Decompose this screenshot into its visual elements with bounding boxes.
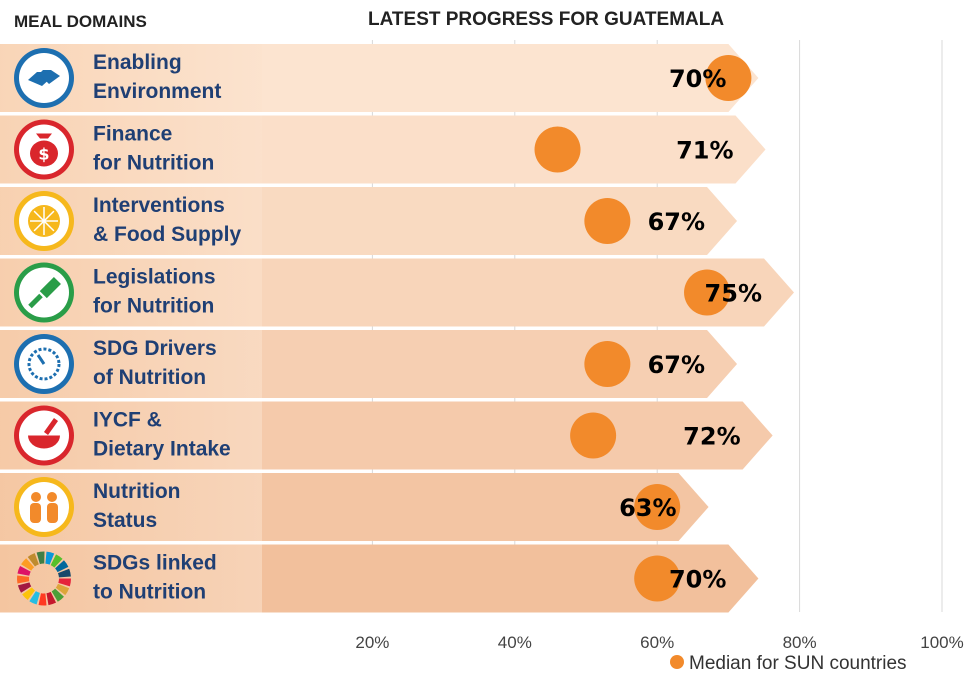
- median-marker: [584, 198, 631, 244]
- pestle: [43, 418, 59, 435]
- value-label: 67%: [648, 208, 705, 236]
- citrus-segment: [33, 210, 45, 222]
- sdg-wheel-segment: [29, 591, 40, 605]
- category-label: Nutrition: [93, 480, 180, 503]
- person-head: [47, 492, 57, 502]
- person-body: [30, 503, 41, 523]
- legend-label: Median for SUN countries: [689, 653, 907, 673]
- x-tick-label: 80%: [783, 633, 817, 652]
- value-label: 75%: [705, 280, 762, 308]
- category-label: & Food Supply: [93, 223, 241, 246]
- gauge-dial: [27, 347, 61, 381]
- median-marker: [534, 126, 581, 173]
- meal-domains-header: MEAL DOMAINS: [14, 12, 147, 31]
- gavel-handle: [28, 293, 43, 309]
- citrus-segment: [43, 220, 55, 232]
- sdg-wheel-segment: [50, 554, 63, 568]
- category-label: Interventions: [93, 194, 225, 217]
- sdg-wheel-segment: [16, 575, 30, 584]
- sdg-wheel-segment: [27, 553, 39, 567]
- sdg-wheel-segment: [17, 582, 32, 593]
- x-tick-label: 100%: [920, 633, 963, 652]
- value-label: 70%: [669, 566, 726, 594]
- median-marker: [584, 341, 631, 387]
- value-label: 71%: [676, 137, 733, 165]
- sdg-wheel-segment: [55, 560, 69, 573]
- x-tick-label: 20%: [355, 633, 389, 652]
- citrus-segment: [33, 220, 45, 232]
- median-marker: [570, 412, 617, 459]
- value-label: 72%: [683, 423, 740, 451]
- citrus-icon: [14, 191, 74, 251]
- median-marker: [705, 55, 752, 101]
- gavel-head: [39, 276, 61, 299]
- median-marker: [634, 484, 681, 530]
- handshake-right: [39, 70, 60, 84]
- category-label: Legislations: [93, 266, 216, 289]
- bag-top: [36, 133, 52, 139]
- category-label: IYCF &: [93, 409, 162, 432]
- sdg-wheel-segment: [17, 566, 31, 576]
- category-label: SDG Drivers: [93, 337, 217, 360]
- legend-marker: [670, 655, 684, 669]
- sdg-wheel-segment: [38, 593, 47, 606]
- handshake-icon: [14, 48, 74, 108]
- category-label: for Nutrition: [93, 152, 214, 175]
- x-tick-label: 60%: [640, 633, 674, 652]
- category-label: Dietary Intake: [93, 438, 231, 461]
- mortar: [28, 435, 60, 449]
- sdg-wheel-segment: [55, 583, 70, 596]
- sdg-wheel-segment: [36, 551, 45, 565]
- citrus-segment: [43, 210, 55, 222]
- category-label: of Nutrition: [93, 366, 206, 389]
- money-bag-icon: $: [14, 119, 74, 180]
- value-label: 67%: [648, 351, 705, 379]
- sdg-wheel-segment: [22, 587, 35, 601]
- category-label: Enabling: [93, 51, 182, 74]
- chart-title: LATEST PROGRESS FOR GUATEMALA: [368, 9, 725, 30]
- value-label: 63%: [619, 494, 676, 522]
- gavel-icon: [14, 262, 74, 323]
- sdg-wheel-segment: [45, 551, 55, 565]
- median-marker: [684, 269, 731, 316]
- category-label: Finance: [93, 123, 172, 146]
- value-label: 70%: [669, 65, 726, 93]
- category-label: for Nutrition: [93, 295, 214, 318]
- sdg-wheel-segment: [21, 558, 35, 571]
- dollar-sign: $: [38, 145, 49, 164]
- category-label: Environment: [93, 80, 221, 103]
- category-label: to Nutrition: [93, 581, 206, 604]
- x-tick-label: 40%: [498, 633, 532, 652]
- gauge-needle: [36, 354, 46, 365]
- sdg-wheel-segment: [58, 578, 71, 587]
- mortar-pestle-icon: [14, 405, 74, 466]
- icon-face: [19, 482, 69, 532]
- category-label: SDGs linked: [93, 552, 217, 575]
- median-marker: [634, 555, 681, 602]
- sdg-wheel-segment: [51, 588, 64, 602]
- sdg-wheel-icon: [16, 551, 71, 606]
- person-head: [31, 492, 41, 502]
- sdg-wheel-segment: [57, 568, 71, 578]
- bag-body: [30, 140, 58, 167]
- category-label: Status: [93, 509, 157, 532]
- family-icon: [14, 477, 74, 537]
- person-body: [47, 503, 58, 523]
- gauge-icon: [14, 334, 74, 394]
- sdg-wheel-segment: [46, 591, 57, 606]
